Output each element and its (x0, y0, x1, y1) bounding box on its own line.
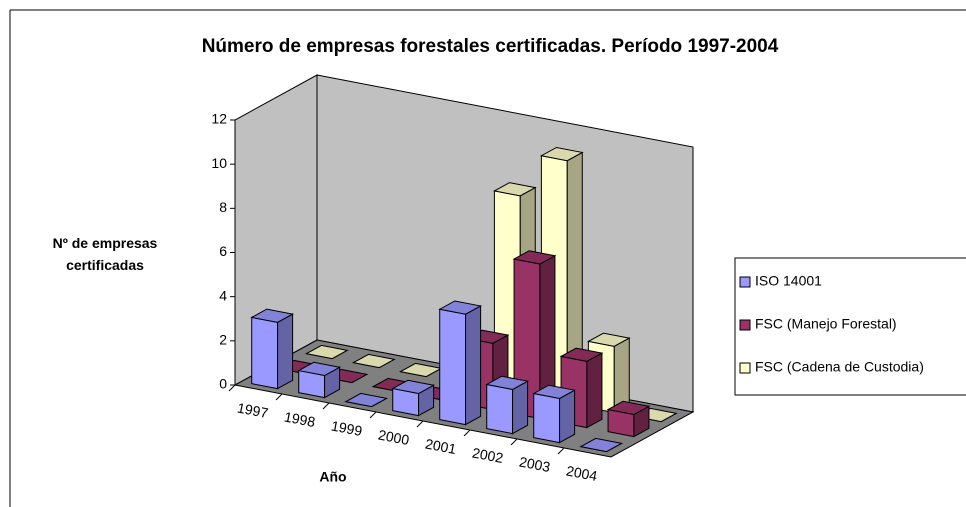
bar-top (532, 384, 577, 399)
bar (250, 308, 295, 390)
chart-title: Número de empresas forestales certificad… (202, 36, 779, 57)
x-tick-label: 2000 (377, 426, 411, 448)
x-tick-label: 2001 (424, 435, 458, 457)
bar-front (439, 308, 467, 426)
x-axis-label: Año (319, 469, 346, 485)
bar (391, 379, 436, 417)
bar-front (486, 383, 514, 435)
bar (351, 353, 396, 369)
bar-top (304, 344, 349, 360)
bar-side (512, 380, 529, 435)
x-tick (275, 393, 283, 401)
y-tick-label: 6 (219, 243, 227, 259)
bar (304, 344, 349, 360)
bar-top (492, 182, 537, 197)
bar-front (251, 316, 279, 390)
bar-top (539, 146, 584, 162)
bar-side (559, 389, 576, 444)
bar-side (465, 305, 482, 426)
bar (512, 250, 557, 420)
bar (297, 361, 342, 399)
bar (438, 300, 483, 426)
bar-top (351, 353, 396, 369)
bar-top (606, 400, 651, 416)
bar (344, 392, 389, 408)
legend (734, 257, 966, 396)
bar-top (586, 332, 631, 347)
x-tick-label: 1999 (330, 417, 364, 439)
legend-swatch (739, 276, 751, 288)
legend-swatch (739, 362, 751, 374)
legend-label: FSC (Cadena de Custodia) (755, 359, 924, 375)
x-tick (228, 384, 236, 392)
y-tick-label: 10 (211, 155, 227, 171)
x-tick-label: 2004 (565, 462, 599, 484)
y-tick-label: 12 (211, 111, 227, 127)
bar-side (613, 337, 630, 414)
y-tick-label: 4 (219, 287, 227, 303)
bar-side (586, 352, 603, 429)
bar-top (297, 361, 342, 377)
bar (606, 400, 651, 438)
y-axis-label: Nº de empresas certificadas (52, 235, 158, 273)
x-tick-label: 2002 (471, 444, 505, 466)
bar-top (391, 379, 436, 395)
x-tick-label: 1997 (236, 399, 270, 421)
bar-top (250, 308, 295, 323)
y-tick-label: 2 (219, 332, 227, 348)
x-tick (463, 429, 471, 437)
bar (485, 375, 530, 435)
bar-top (559, 347, 604, 362)
x-tick-label: 2003 (518, 453, 552, 475)
bar (398, 362, 443, 378)
x-tick (510, 438, 518, 446)
x-tick-label: 1998 (283, 408, 317, 430)
bar-top (344, 392, 389, 408)
y-tick-label: 0 (219, 376, 227, 392)
bar-top (579, 437, 624, 453)
bar-top (438, 300, 483, 315)
legend-swatch (739, 319, 751, 331)
x-tick (557, 447, 565, 455)
bar-top (485, 375, 530, 390)
x-tick (369, 411, 377, 419)
bar (579, 437, 624, 453)
bar-front (533, 392, 561, 444)
bar-top (512, 250, 557, 265)
x-tick (322, 402, 330, 410)
legend-label: FSC (Manejo Forestal) (755, 316, 897, 332)
x-tick (416, 420, 424, 428)
bar-side (277, 313, 294, 390)
legend-label: ISO 14001 (755, 273, 822, 289)
bar (532, 384, 577, 444)
y-tick-label: 8 (219, 199, 227, 215)
